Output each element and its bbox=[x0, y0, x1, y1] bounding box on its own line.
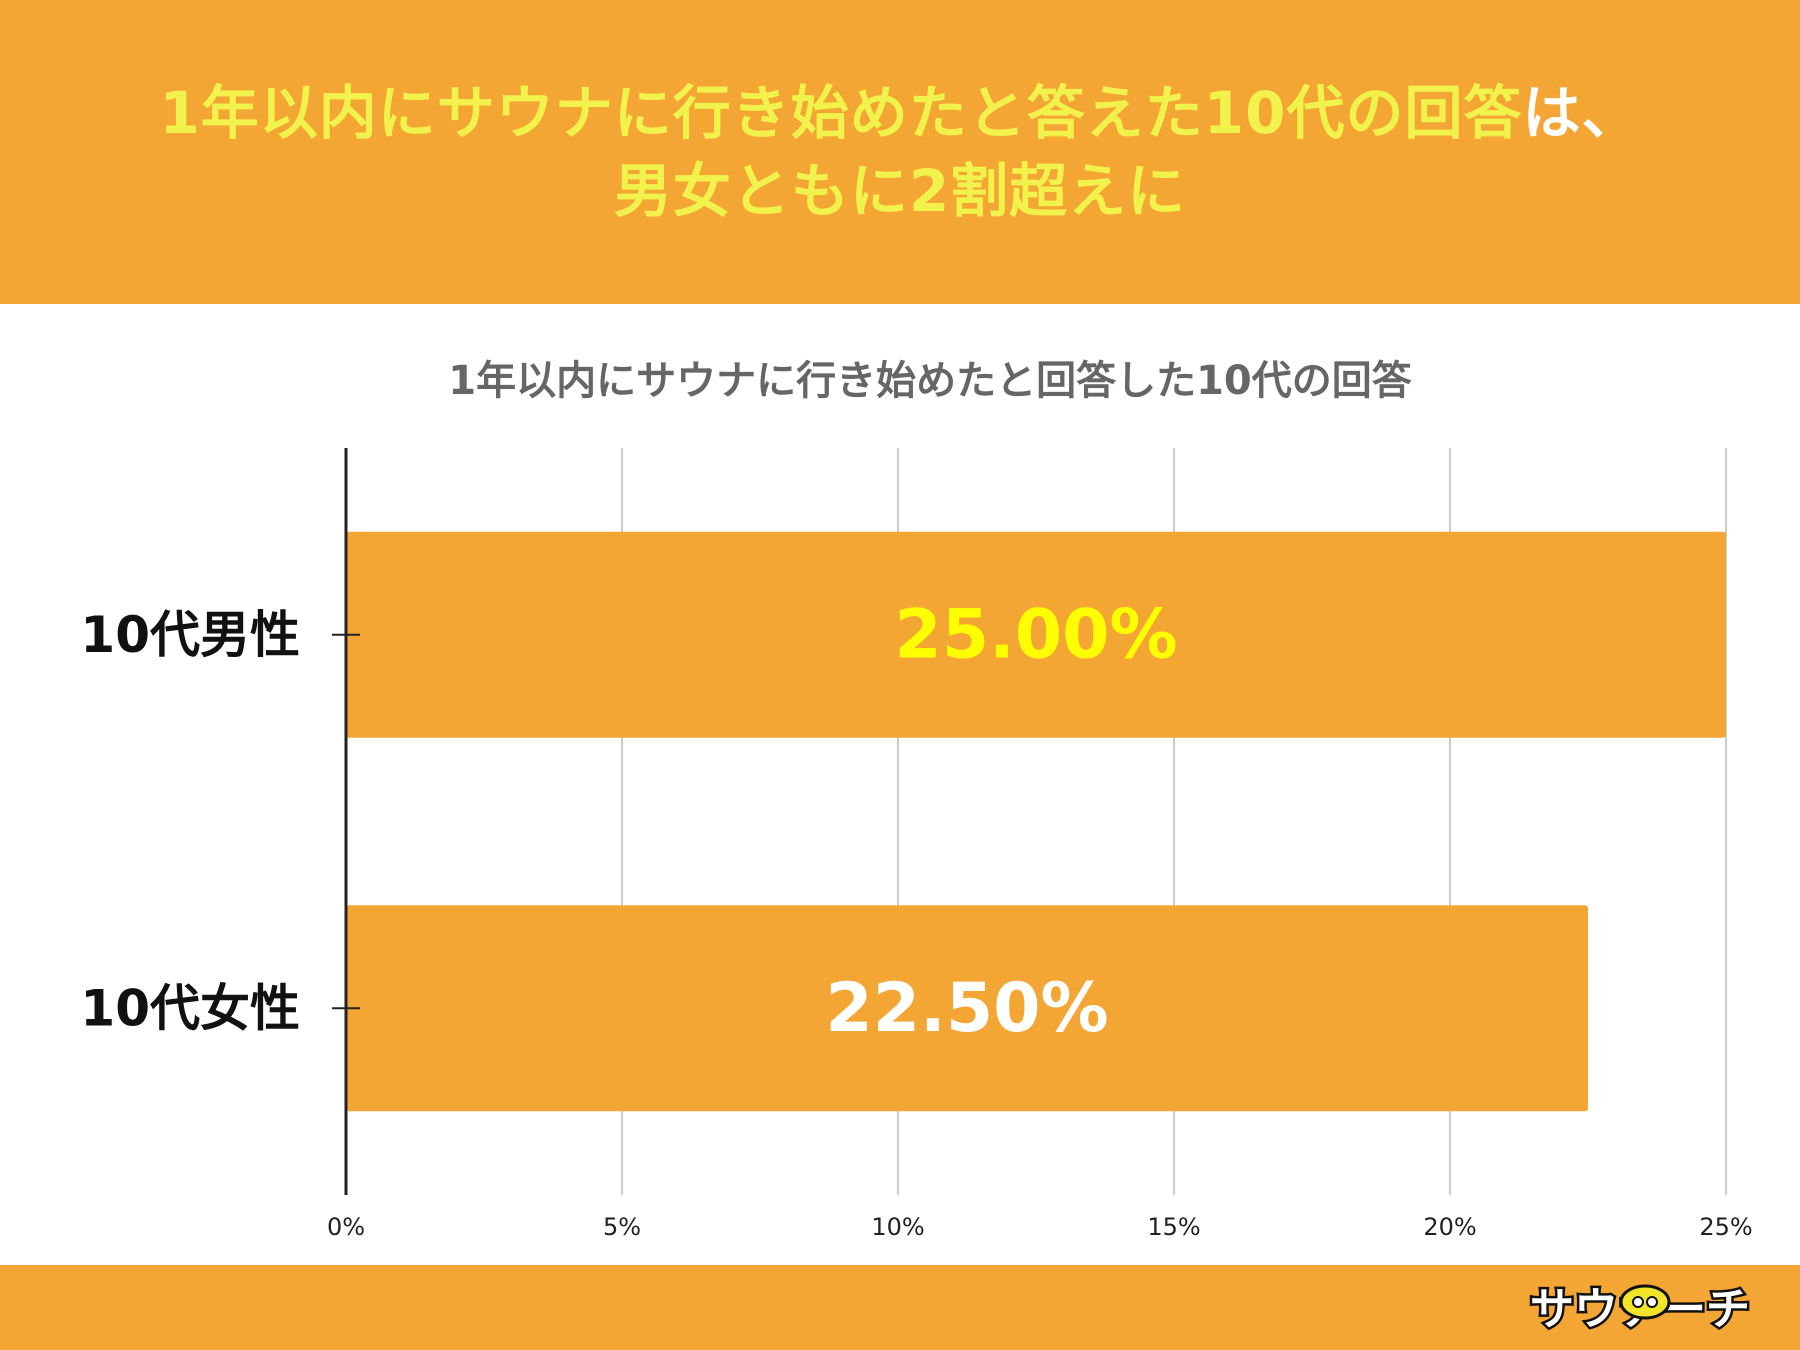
x-tick-label: 15% bbox=[1147, 1213, 1200, 1241]
x-tick-label: 5% bbox=[603, 1213, 641, 1241]
bar bbox=[346, 905, 1588, 1112]
headline-banner: 1年以内にサウナに行き始めたと答えた10代の回答は、 男女ともに2割超えに bbox=[0, 0, 1800, 304]
chart-title: 1年以内にサウナに行き始めたと回答した10代の回答 bbox=[448, 358, 1412, 404]
headline-highlight: 1年以内にサウナに行き始めたと答えた10代の回答 bbox=[159, 79, 1523, 147]
x-tick-label: 20% bbox=[1423, 1213, 1476, 1241]
logo-mascot-icon bbox=[1619, 1284, 1671, 1320]
headline-tail: は、 bbox=[1522, 79, 1641, 147]
bar-value-label: 25.00% bbox=[894, 595, 1177, 674]
x-tick-label: 0% bbox=[327, 1213, 365, 1241]
category-label: 10代男性 bbox=[80, 606, 300, 664]
bar-value-label: 22.50% bbox=[825, 969, 1108, 1048]
x-tick-label: 25% bbox=[1699, 1213, 1752, 1241]
headline-line-2: 男女ともに2割超えに bbox=[613, 157, 1187, 225]
category-label: 10代女性 bbox=[80, 979, 300, 1037]
bar-chart: 0% 5% 10% 15% 20% 25% 10代男性 25.00% 10代女性 22.50% bbox=[80, 448, 1753, 1241]
headline-line-1: 1年以内にサウナに行き始めたと答えた10代の回答は、 bbox=[159, 74, 1640, 152]
x-tick-label: 10% bbox=[871, 1213, 924, 1241]
bar bbox=[346, 531, 1726, 738]
footer-bar bbox=[0, 1265, 1800, 1350]
saunachi-logo: サウナーチ bbox=[1528, 1282, 1753, 1338]
